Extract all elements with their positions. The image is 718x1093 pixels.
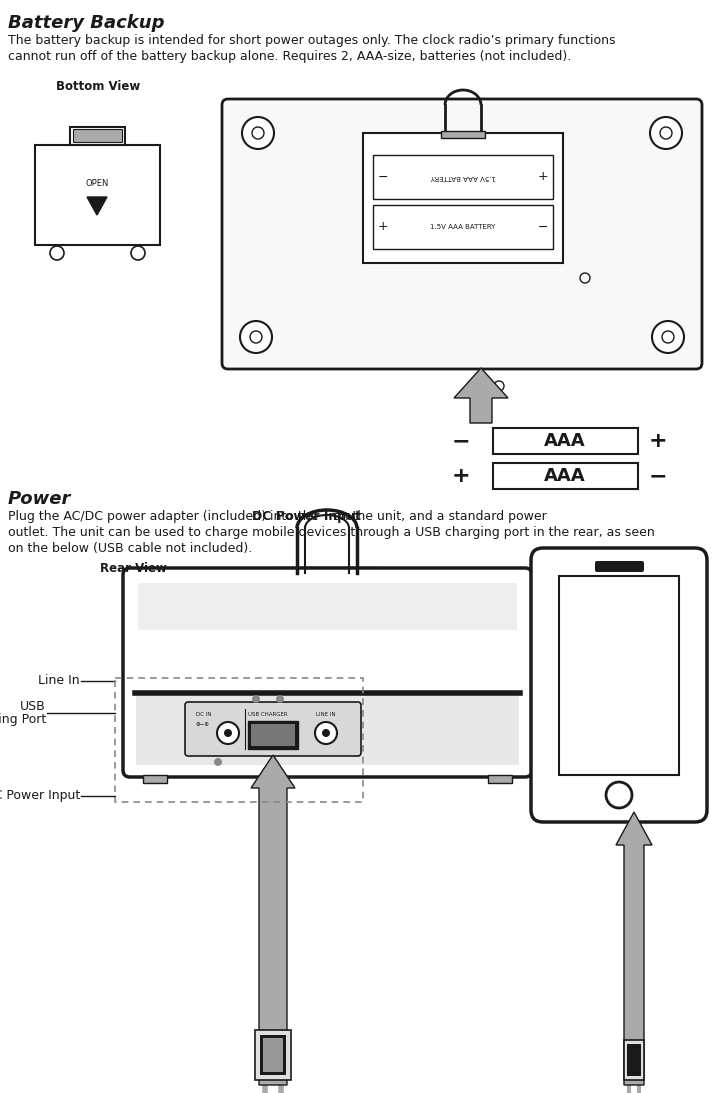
Text: Plug the AC/DC power adapter (included) into the: Plug the AC/DC power adapter (included) … [8,510,322,522]
Text: −: − [538,221,549,234]
Polygon shape [263,1038,283,1072]
Text: Charging Port: Charging Port [0,714,46,727]
Text: +: + [538,171,549,184]
Circle shape [276,695,284,703]
Text: OPEN: OPEN [85,178,108,188]
Polygon shape [136,694,519,765]
Text: +: + [452,466,470,486]
Text: LINE IN: LINE IN [316,712,336,717]
Circle shape [315,722,337,744]
Text: outlet. The unit can be used to charge mobile devices through a USB charging por: outlet. The unit can be used to charge m… [8,526,655,539]
Text: Line In: Line In [38,674,80,687]
Text: Power: Power [8,490,71,508]
Text: Rear View: Rear View [100,562,167,575]
Polygon shape [87,197,107,215]
Polygon shape [248,721,298,749]
Polygon shape [441,131,485,138]
Polygon shape [454,368,508,423]
Text: +: + [378,221,388,234]
Circle shape [242,117,274,149]
Circle shape [322,729,330,737]
Polygon shape [277,567,377,577]
Text: on the unit, and a standard power: on the unit, and a standard power [329,510,547,522]
Polygon shape [616,812,652,1085]
Polygon shape [251,755,295,1085]
Polygon shape [363,133,563,263]
FancyBboxPatch shape [595,561,644,572]
Polygon shape [624,1041,644,1080]
Polygon shape [493,428,638,454]
Text: DC IN: DC IN [196,712,212,717]
Circle shape [652,321,684,353]
Text: 1.5V AAA BATTERY: 1.5V AAA BATTERY [430,174,495,180]
FancyBboxPatch shape [185,702,361,756]
Text: DC Power Input: DC Power Input [0,789,80,802]
Polygon shape [143,775,167,783]
Circle shape [252,695,260,703]
Text: Bottom View: Bottom View [56,80,140,93]
Circle shape [214,759,222,766]
Text: DC Power Input: DC Power Input [252,510,361,522]
Text: AAA: AAA [544,432,586,450]
Text: The battery backup is intended for short power outages only. The clock radio’s p: The battery backup is intended for short… [8,34,615,47]
Polygon shape [73,129,122,142]
Polygon shape [138,583,517,630]
Text: −: − [648,466,667,486]
Text: −: − [452,431,470,451]
Text: USB CHARGER: USB CHARGER [248,712,288,717]
Circle shape [650,117,682,149]
Text: Battery Backup: Battery Backup [8,14,164,32]
FancyBboxPatch shape [123,568,532,777]
Polygon shape [627,1044,641,1076]
Text: USB: USB [20,700,46,713]
FancyBboxPatch shape [222,99,702,369]
Text: on the below (USB cable not included).: on the below (USB cable not included). [8,542,252,555]
Circle shape [224,729,232,737]
Polygon shape [251,724,295,747]
Circle shape [217,722,239,744]
Polygon shape [255,1030,291,1080]
Text: ⊕−⊕: ⊕−⊕ [196,722,210,728]
Polygon shape [488,775,512,783]
FancyBboxPatch shape [531,548,707,822]
Polygon shape [260,1035,286,1076]
Text: 1.5V AAA BATTERY: 1.5V AAA BATTERY [430,224,495,230]
Text: −: − [378,171,388,184]
Circle shape [240,321,272,353]
Polygon shape [493,463,638,489]
Text: +: + [648,431,667,451]
Text: AAA: AAA [544,467,586,485]
Text: cannot run off of the battery backup alone. Requires 2, AAA-size, batteries (not: cannot run off of the battery backup alo… [8,50,572,63]
